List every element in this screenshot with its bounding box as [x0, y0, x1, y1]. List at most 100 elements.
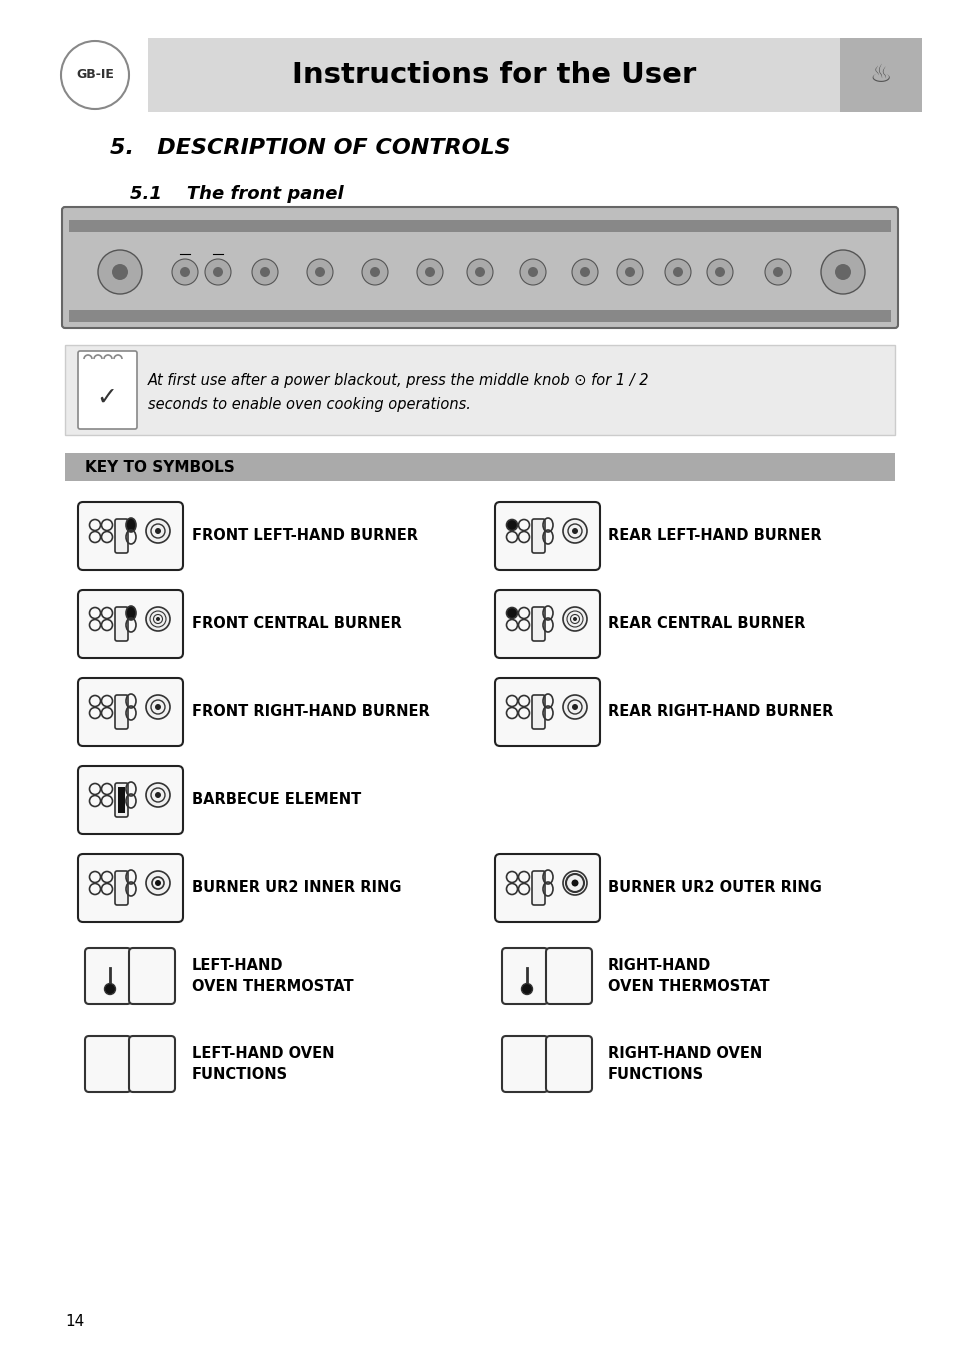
FancyBboxPatch shape [115, 607, 128, 641]
Text: FRONT RIGHT-HAND BURNER: FRONT RIGHT-HAND BURNER [192, 704, 429, 719]
Circle shape [146, 871, 170, 895]
Circle shape [572, 529, 578, 534]
Text: ♨: ♨ [869, 64, 891, 87]
FancyBboxPatch shape [78, 352, 137, 429]
Text: RIGHT-HAND OVEN
FUNCTIONS: RIGHT-HAND OVEN FUNCTIONS [607, 1046, 761, 1082]
FancyBboxPatch shape [85, 1036, 131, 1092]
Circle shape [475, 266, 484, 277]
FancyBboxPatch shape [545, 1036, 592, 1092]
FancyBboxPatch shape [532, 695, 544, 729]
Text: GB-IE: GB-IE [76, 69, 113, 81]
FancyBboxPatch shape [78, 502, 183, 571]
Text: REAR CENTRAL BURNER: REAR CENTRAL BURNER [607, 617, 804, 631]
Text: 14: 14 [65, 1314, 84, 1329]
FancyBboxPatch shape [129, 1036, 174, 1092]
FancyBboxPatch shape [501, 1036, 547, 1092]
FancyBboxPatch shape [78, 767, 183, 834]
Circle shape [562, 871, 586, 895]
Circle shape [562, 519, 586, 544]
Text: At first use after a power blackout, press the middle knob ⊙ for 1 / 2: At first use after a power blackout, pre… [148, 373, 649, 388]
FancyBboxPatch shape [78, 589, 183, 658]
Circle shape [572, 260, 598, 285]
Circle shape [180, 266, 190, 277]
Bar [118, 787, 125, 813]
Circle shape [617, 260, 642, 285]
FancyBboxPatch shape [129, 948, 174, 1005]
FancyBboxPatch shape [62, 207, 897, 329]
Circle shape [416, 260, 442, 285]
Circle shape [154, 704, 161, 710]
Circle shape [519, 260, 545, 285]
FancyBboxPatch shape [148, 38, 840, 112]
Text: seconds to enable oven cooking operations.: seconds to enable oven cooking operation… [148, 397, 471, 412]
FancyBboxPatch shape [115, 871, 128, 904]
Circle shape [579, 266, 589, 277]
FancyBboxPatch shape [78, 854, 183, 922]
Circle shape [156, 617, 160, 621]
Text: 5.1    The front panel: 5.1 The front panel [130, 185, 343, 203]
Ellipse shape [126, 518, 136, 531]
FancyBboxPatch shape [65, 345, 894, 435]
Bar [69, 310, 890, 322]
Circle shape [252, 260, 277, 285]
Circle shape [205, 260, 231, 285]
Text: FRONT LEFT-HAND BURNER: FRONT LEFT-HAND BURNER [192, 529, 417, 544]
FancyBboxPatch shape [532, 519, 544, 553]
Circle shape [562, 695, 586, 719]
Circle shape [834, 264, 850, 280]
Circle shape [172, 260, 198, 285]
FancyBboxPatch shape [501, 948, 547, 1005]
Circle shape [521, 983, 532, 995]
FancyBboxPatch shape [78, 677, 183, 746]
Circle shape [260, 266, 270, 277]
FancyBboxPatch shape [495, 589, 599, 658]
Circle shape [146, 519, 170, 544]
Circle shape [98, 250, 142, 293]
Text: BARBECUE ELEMENT: BARBECUE ELEMENT [192, 792, 361, 807]
FancyBboxPatch shape [85, 948, 131, 1005]
Circle shape [370, 266, 379, 277]
Circle shape [764, 260, 790, 285]
Circle shape [624, 266, 635, 277]
Ellipse shape [126, 606, 136, 621]
Text: REAR RIGHT-HAND BURNER: REAR RIGHT-HAND BURNER [607, 704, 833, 719]
FancyBboxPatch shape [532, 871, 544, 904]
FancyBboxPatch shape [545, 948, 592, 1005]
Circle shape [154, 529, 161, 534]
Circle shape [361, 260, 388, 285]
FancyBboxPatch shape [495, 502, 599, 571]
Circle shape [571, 880, 578, 887]
Circle shape [527, 266, 537, 277]
Circle shape [672, 266, 682, 277]
FancyBboxPatch shape [840, 38, 921, 112]
Circle shape [506, 519, 517, 530]
FancyBboxPatch shape [532, 607, 544, 641]
Circle shape [112, 264, 128, 280]
Circle shape [314, 266, 325, 277]
Circle shape [506, 607, 517, 618]
Circle shape [146, 783, 170, 807]
Circle shape [307, 260, 333, 285]
Bar [69, 220, 890, 233]
Circle shape [772, 266, 782, 277]
Circle shape [821, 250, 864, 293]
Text: 5.   DESCRIPTION OF CONTROLS: 5. DESCRIPTION OF CONTROLS [110, 138, 510, 158]
FancyBboxPatch shape [115, 519, 128, 553]
Circle shape [467, 260, 493, 285]
Text: KEY TO SYMBOLS: KEY TO SYMBOLS [85, 460, 234, 475]
Circle shape [424, 266, 435, 277]
Text: BURNER UR2 INNER RING: BURNER UR2 INNER RING [192, 880, 401, 895]
Circle shape [146, 607, 170, 631]
Text: ✓: ✓ [96, 387, 117, 410]
Circle shape [562, 607, 586, 631]
Circle shape [154, 880, 161, 886]
Text: Instructions for the User: Instructions for the User [292, 61, 696, 89]
Circle shape [154, 792, 161, 798]
Circle shape [573, 617, 577, 621]
Text: FRONT CENTRAL BURNER: FRONT CENTRAL BURNER [192, 617, 401, 631]
FancyBboxPatch shape [115, 695, 128, 729]
Circle shape [105, 983, 115, 995]
Text: REAR LEFT-HAND BURNER: REAR LEFT-HAND BURNER [607, 529, 821, 544]
Circle shape [664, 260, 690, 285]
Text: BURNER UR2 OUTER RING: BURNER UR2 OUTER RING [607, 880, 821, 895]
